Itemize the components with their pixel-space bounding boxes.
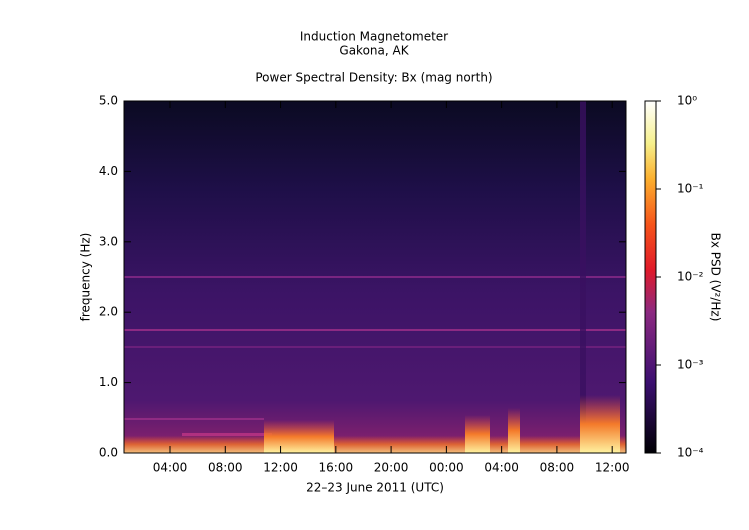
y-axis-label: frequency (Hz) [79, 233, 93, 322]
colorbar-tick-label: 10⁻² [677, 270, 704, 284]
x-tick-label: 08:00 [540, 461, 575, 475]
plot-frame [123, 100, 627, 454]
spectrogram [124, 101, 626, 453]
chart-subtitle: Gakona, AK [339, 44, 409, 58]
colorbar-tick-label: 10⁻⁴ [677, 446, 704, 460]
colorbar-tick-label: 10⁰ [677, 94, 697, 108]
x-tick-label: 00:00 [429, 461, 464, 475]
plot-title: Power Spectral Density: Bx (mag north) [255, 71, 492, 85]
y-tick-label: 4.0 [99, 164, 118, 178]
x-tick-label: 12:00 [595, 461, 630, 475]
colorbar-tick-label: 10⁻¹ [677, 182, 704, 196]
x-tick-label: 04:00 [153, 461, 188, 475]
x-axis-label: 22–23 June 2011 (UTC) [306, 481, 444, 495]
y-tick-label: 1.0 [99, 375, 118, 389]
x-tick-label: 08:00 [208, 461, 243, 475]
chart-title: Induction Magnetometer [300, 30, 448, 44]
x-tick-label: 20:00 [374, 461, 409, 475]
colorbar-label: Bx PSD (V²/Hz) [709, 233, 723, 322]
x-tick-label: 04:00 [484, 461, 519, 475]
y-tick-label: 2.0 [99, 305, 118, 319]
y-tick-label: 3.0 [99, 234, 118, 248]
y-tick-label: 5.0 [99, 94, 118, 108]
x-tick-label: 12:00 [263, 461, 298, 475]
y-tick-label: 0.0 [99, 446, 118, 460]
colorbar [644, 100, 657, 454]
x-tick-label: 16:00 [319, 461, 354, 475]
colorbar-tick-label: 10⁻³ [677, 358, 704, 372]
